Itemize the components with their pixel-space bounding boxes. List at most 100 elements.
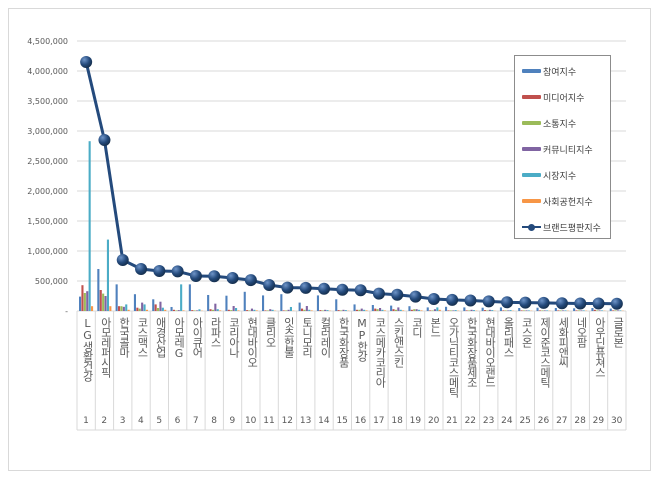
line-marker bbox=[501, 296, 514, 309]
bar-소통지수 bbox=[431, 310, 434, 311]
bar-참여지수 bbox=[115, 284, 118, 311]
bar-사회공헌지수 bbox=[420, 310, 423, 311]
y-tick-label: - bbox=[65, 307, 68, 316]
legend-swatch bbox=[522, 147, 541, 151]
legend-line-marker bbox=[522, 223, 541, 231]
category-label: 아이큐어 bbox=[190, 317, 204, 357]
line-marker bbox=[537, 296, 550, 309]
category-rank: 24 bbox=[501, 416, 513, 426]
category-label: 코스온 bbox=[520, 317, 534, 347]
category-rank: 1 bbox=[83, 416, 89, 426]
bar-소통지수 bbox=[266, 310, 269, 311]
line-marker bbox=[482, 295, 495, 308]
bar-사회공헌지수 bbox=[109, 306, 112, 311]
line-marker bbox=[610, 297, 623, 310]
bar-사회공헌지수 bbox=[438, 309, 441, 311]
legend: 참여지수 미디어지수 소통지수 커뮤니티지수 시장지수 사회공헌지수 브랜드평판… bbox=[514, 55, 611, 239]
line-marker bbox=[391, 288, 404, 301]
bar-미디어지수 bbox=[282, 310, 285, 311]
bar-참여지수 bbox=[573, 308, 576, 311]
y-tick-label: 1,000,000 bbox=[27, 247, 68, 256]
bar-소통지수 bbox=[577, 310, 580, 311]
category-rank: 4 bbox=[138, 416, 144, 426]
bar-시장지수 bbox=[271, 309, 274, 311]
bar-시장지수 bbox=[399, 309, 402, 311]
bar-사회공헌지수 bbox=[255, 310, 258, 311]
bar-소통지수 bbox=[120, 306, 123, 311]
line-marker bbox=[208, 270, 221, 283]
bar-시장지수 bbox=[582, 310, 585, 311]
bar-소통지수 bbox=[596, 310, 599, 311]
category-rank: 5 bbox=[156, 416, 163, 426]
category-rank: 30 bbox=[610, 416, 623, 426]
category-rank: 23 bbox=[482, 416, 495, 426]
category-rank: 7 bbox=[192, 416, 199, 426]
legend-swatch bbox=[522, 69, 541, 73]
bar-소통지수 bbox=[376, 309, 379, 311]
chart-frame bbox=[8, 8, 651, 471]
category-label: 현대바이오랜드 bbox=[483, 317, 497, 387]
bar-사회공헌지수 bbox=[182, 310, 185, 311]
bar-소통지수 bbox=[102, 293, 105, 311]
bar-시장지수 bbox=[527, 310, 530, 311]
category-rank: 27 bbox=[556, 416, 568, 426]
line-marker bbox=[226, 272, 239, 284]
bar-커뮤니티지수 bbox=[507, 310, 510, 311]
category-rank: 2 bbox=[101, 416, 108, 426]
bar-사회공헌지수 bbox=[383, 310, 386, 311]
category-label: 글로본 bbox=[611, 317, 625, 347]
bar-소통지수 bbox=[157, 308, 160, 311]
bar-소통지수 bbox=[468, 310, 471, 311]
legend-swatch bbox=[522, 199, 541, 203]
bar-미디어지수 bbox=[410, 309, 413, 311]
bar-시장지수 bbox=[546, 310, 549, 311]
category-rank: 20 bbox=[427, 416, 440, 426]
bar-참여지수 bbox=[536, 307, 539, 311]
bar-소통지수 bbox=[138, 308, 141, 311]
category-rank: 3 bbox=[119, 416, 126, 426]
y-tick-label: 4,500,000 bbox=[27, 37, 68, 46]
legend-label: 참여지수 bbox=[543, 67, 577, 78]
bar-참여지수 bbox=[225, 295, 228, 311]
bar-소통지수 bbox=[523, 310, 526, 311]
bar-시장지수 bbox=[564, 310, 567, 311]
bar-참여지수 bbox=[97, 269, 100, 311]
category-rank: 10 bbox=[244, 416, 257, 426]
bar-미디어지수 bbox=[209, 309, 212, 311]
category-rank: 17 bbox=[373, 416, 385, 426]
line-marker bbox=[135, 263, 148, 275]
bar-시장지수 bbox=[363, 309, 366, 311]
category-label: 잇츠한불 bbox=[282, 317, 296, 357]
bar-참여지수 bbox=[188, 284, 191, 311]
bar-참여지수 bbox=[371, 305, 374, 311]
bar-소통지수 bbox=[449, 310, 452, 311]
bar-커뮤니티지수 bbox=[379, 308, 382, 311]
bar-참여지수 bbox=[298, 302, 301, 311]
bar-커뮤니티지수 bbox=[159, 301, 162, 311]
bar-미디어지수 bbox=[612, 310, 615, 311]
bar-커뮤니티지수 bbox=[214, 303, 217, 311]
bar-커뮤니티지수 bbox=[177, 310, 180, 311]
bar-참여지수 bbox=[481, 307, 484, 311]
bar-미디어지수 bbox=[557, 310, 560, 311]
category-rank: 16 bbox=[354, 416, 367, 426]
line-marker bbox=[336, 283, 349, 296]
category-rank: 12 bbox=[281, 416, 294, 426]
bar-미디어지수 bbox=[154, 304, 157, 311]
bar-소통지수 bbox=[394, 309, 397, 311]
category-rank: 21 bbox=[446, 416, 458, 426]
line-marker bbox=[116, 254, 129, 266]
bar-시장지수 bbox=[326, 310, 329, 311]
line-marker bbox=[464, 294, 477, 307]
line-marker bbox=[372, 287, 385, 300]
bar-참여지수 bbox=[133, 294, 136, 311]
legend-item-media: 미디어지수 bbox=[522, 90, 584, 104]
bar-소통지수 bbox=[321, 310, 324, 311]
bar-커뮤니티지수 bbox=[397, 307, 400, 311]
bar-미디어지수 bbox=[246, 310, 249, 311]
bar-미디어지수 bbox=[447, 310, 450, 311]
bar-사회공헌지수 bbox=[237, 310, 240, 311]
legend-swatch bbox=[522, 121, 541, 125]
bar-참여지수 bbox=[408, 306, 411, 311]
bar-시장지수 bbox=[344, 310, 347, 311]
